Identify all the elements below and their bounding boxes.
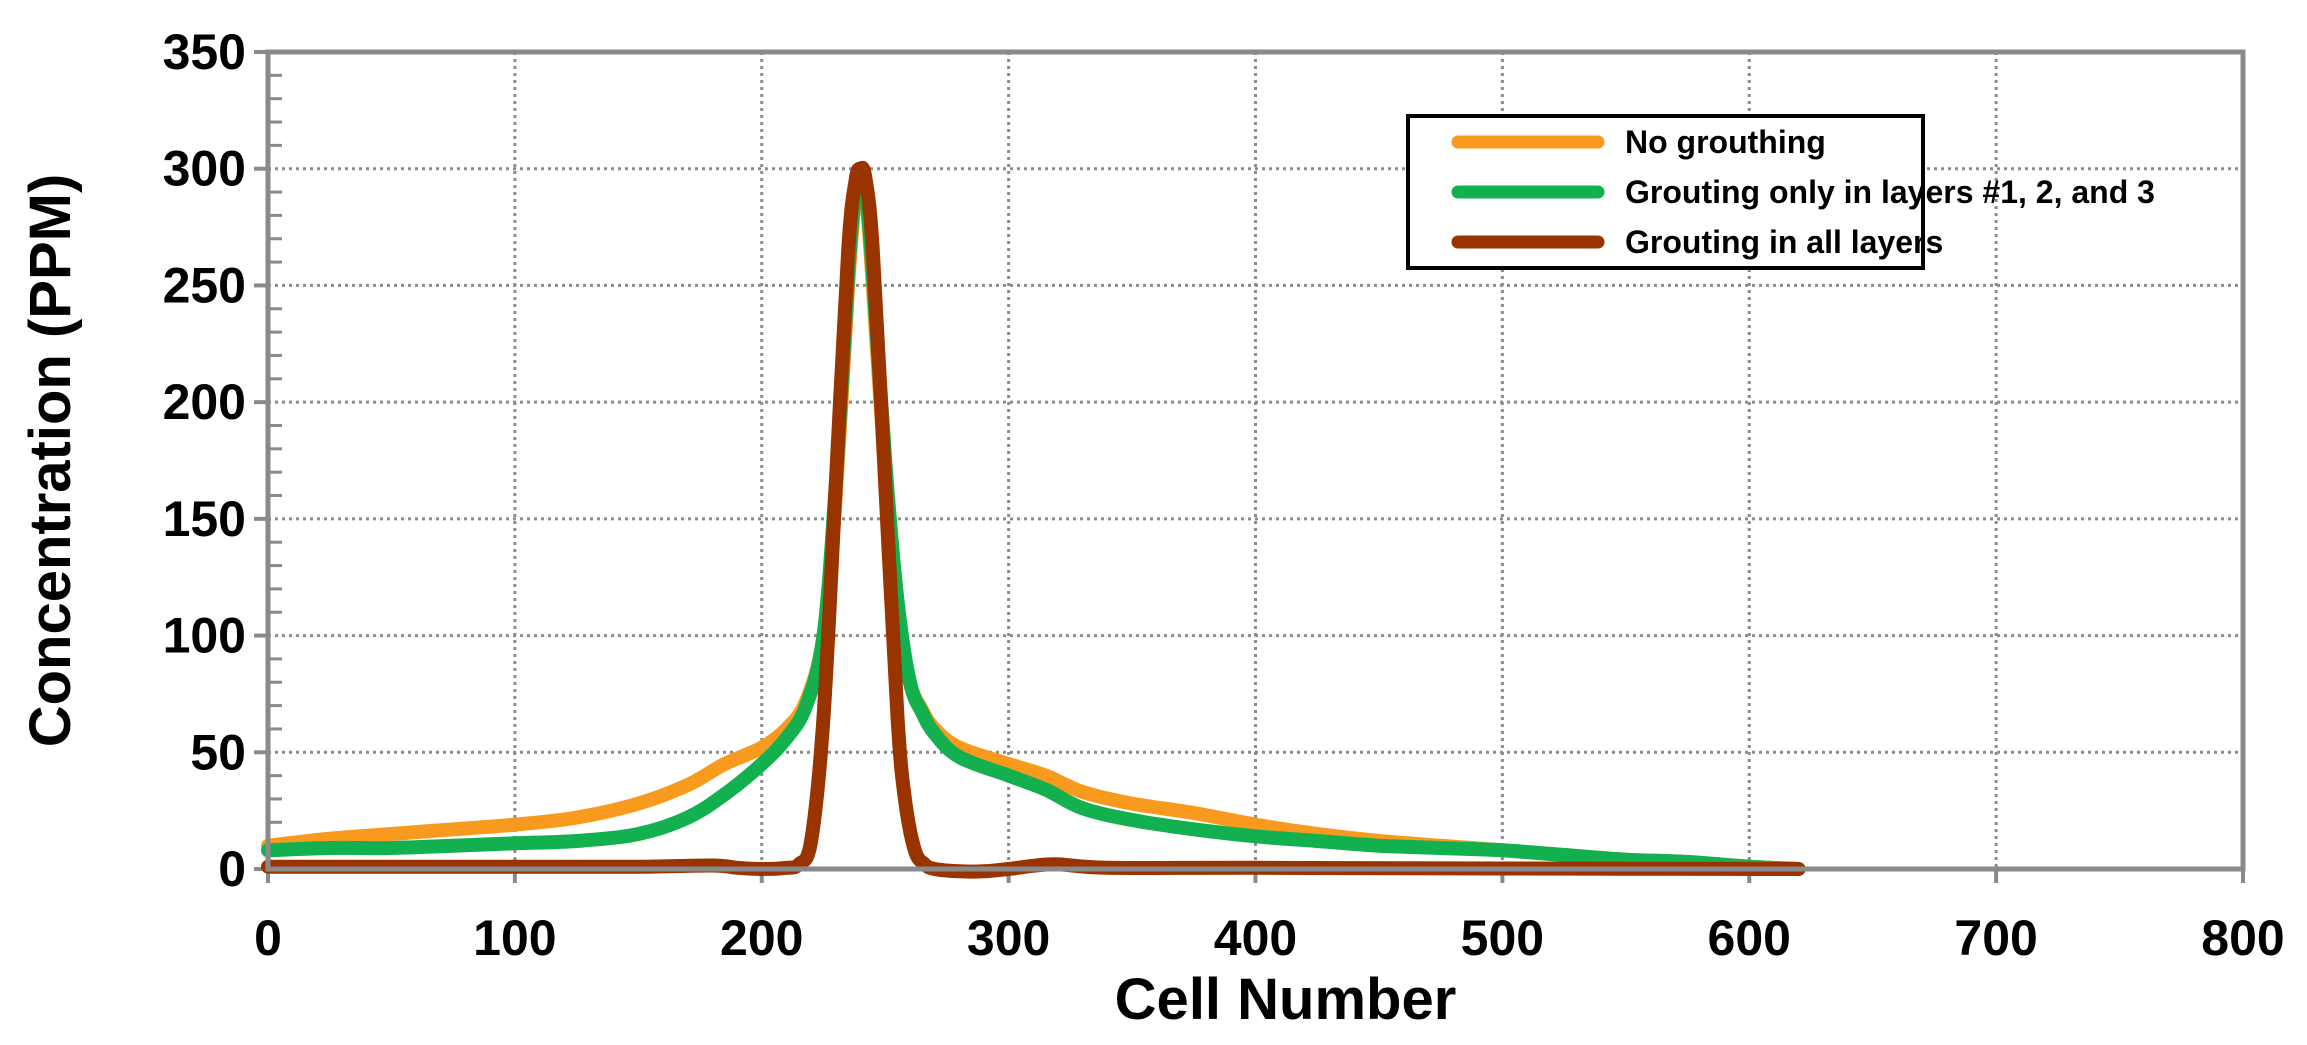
y-tick-label: 0	[218, 841, 246, 897]
y-tick-label: 200	[163, 374, 246, 430]
grid-lines	[268, 52, 2243, 869]
x-tick-label: 0	[254, 910, 282, 966]
y-tick-label: 250	[163, 257, 246, 313]
legend-label-2: Grouting only in layers #1, 2, and 3	[1625, 174, 2155, 210]
y-tick-label: 50	[190, 724, 246, 780]
plot-area-border	[265, 49, 2246, 872]
x-tick-label: 700	[1954, 910, 2037, 966]
x-tick-label: 800	[2201, 910, 2284, 966]
x-tick-label: 600	[1708, 910, 1791, 966]
y-axis-title: Concentration (PPM)	[18, 174, 83, 748]
y-axis-tick-labels: 0 50 100 150 200 250 300 350	[163, 24, 246, 897]
legend-label-3: Grouting in all layers	[1625, 224, 1943, 260]
x-tick-label: 500	[1461, 910, 1544, 966]
x-tick-label: 200	[720, 910, 803, 966]
y-tick-label: 150	[163, 491, 246, 547]
legend-label-1: No grouthing	[1625, 124, 1826, 160]
x-tick-label: 400	[1214, 910, 1297, 966]
x-axis-title: Cell Number	[1115, 967, 1457, 1032]
x-tick-label: 300	[967, 910, 1050, 966]
x-tick-label: 100	[473, 910, 556, 966]
legend: No grouthing Grouting only in layers #1, …	[1406, 114, 2155, 270]
x-axis-tick-labels: 0 100 200 300 400 500 600 700 800	[254, 910, 2285, 966]
y-tick-label: 100	[163, 608, 246, 664]
y-tick-label: 300	[163, 141, 246, 197]
y-tick-label: 350	[163, 24, 246, 80]
